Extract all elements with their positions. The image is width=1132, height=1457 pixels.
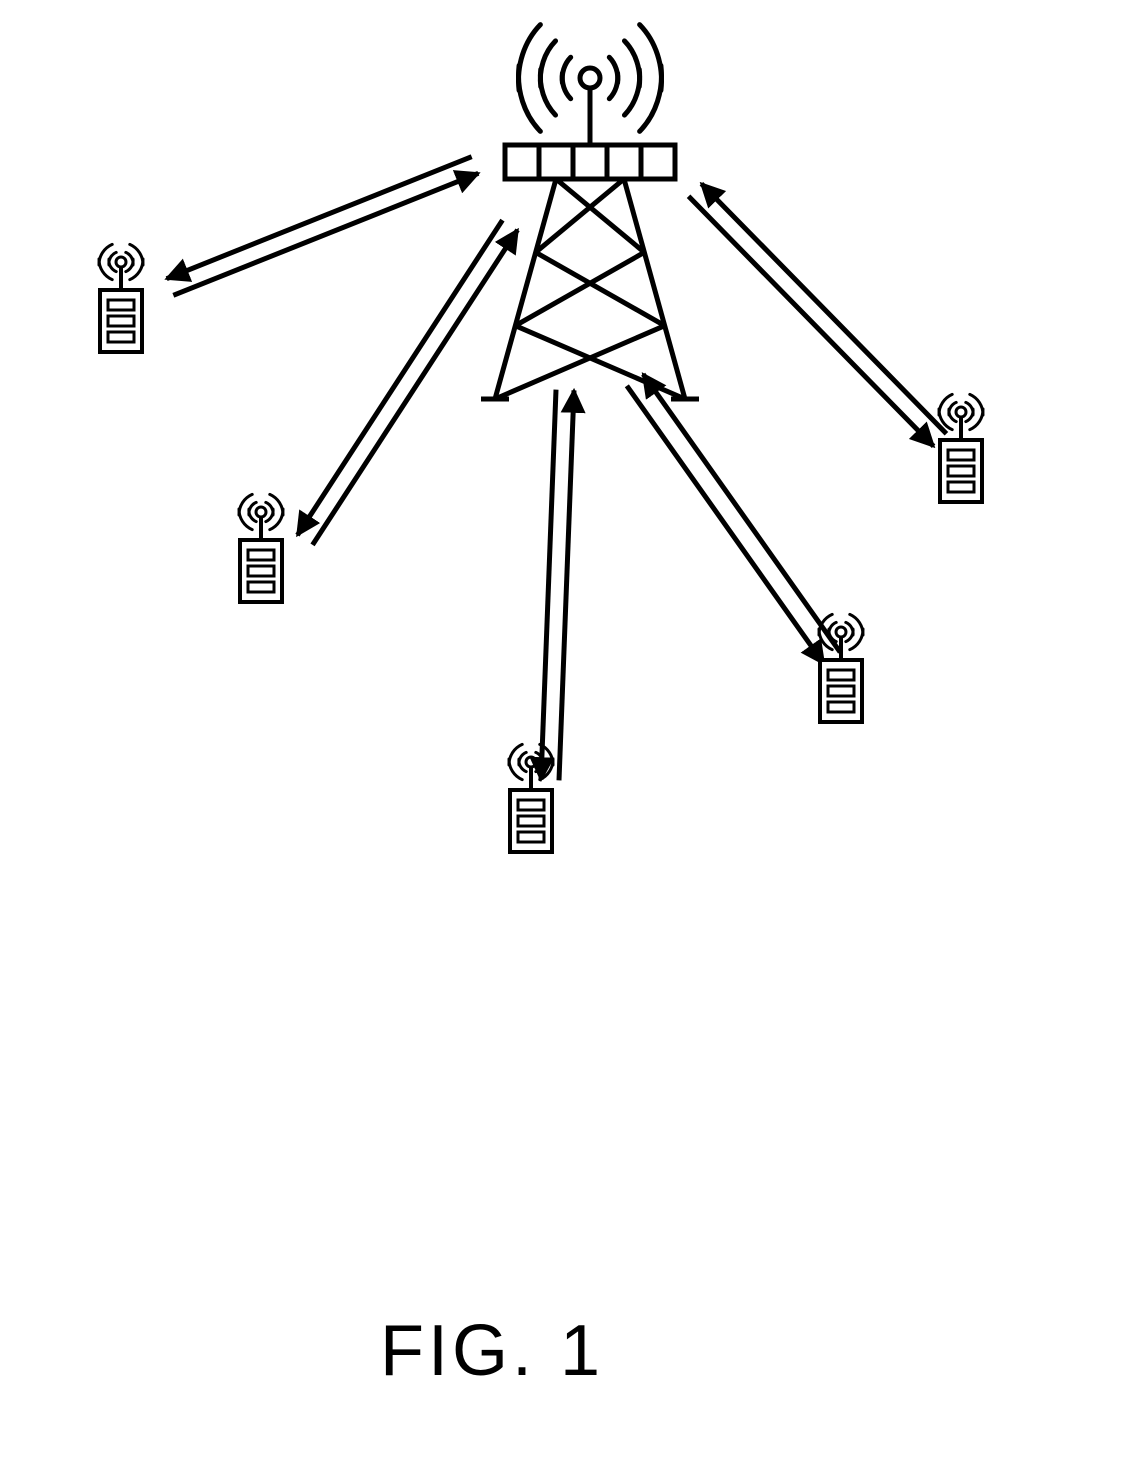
diagram-svg <box>0 0 1132 1452</box>
figure-label: FIG. 1 <box>380 1310 604 1392</box>
network-diagram <box>0 0 1132 1452</box>
